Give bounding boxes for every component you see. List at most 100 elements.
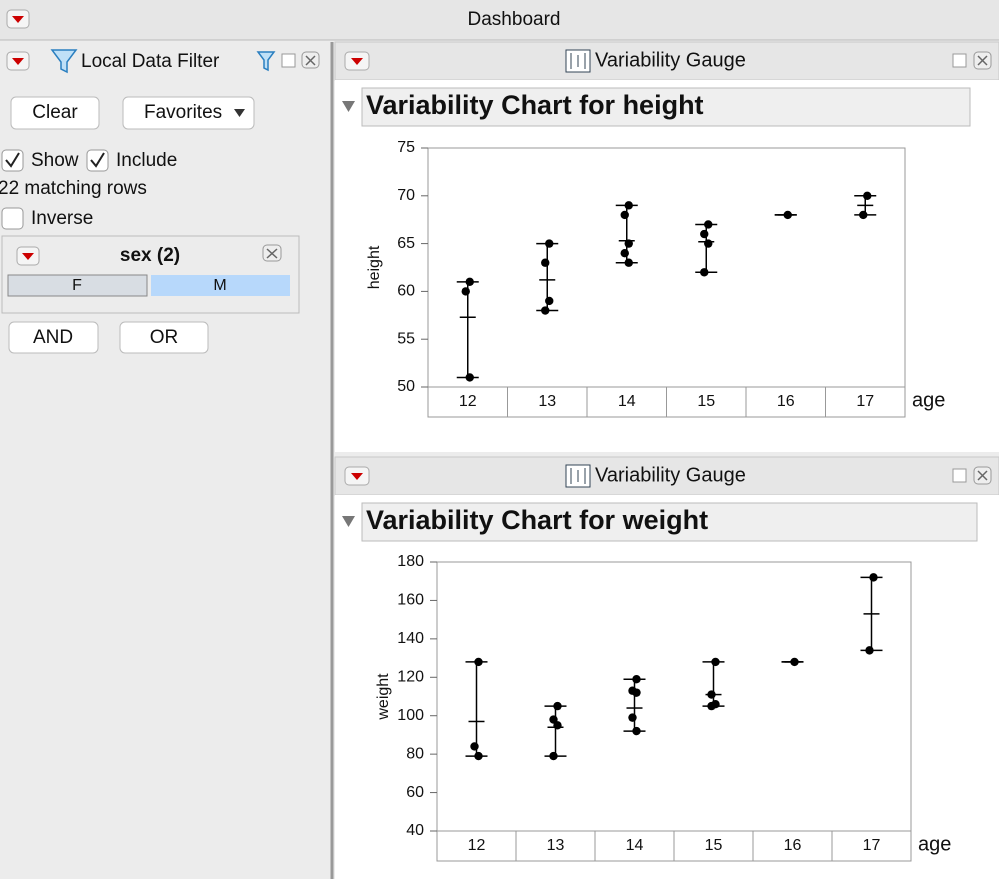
- chart-title: Variability Chart for weight: [366, 505, 708, 535]
- y-tick-label: 65: [397, 235, 415, 252]
- data-point: [707, 690, 716, 699]
- close-x: [977, 470, 988, 481]
- y-tick-label: 140: [397, 630, 424, 647]
- include-label: Include: [116, 150, 177, 171]
- window-title: Dashboard: [468, 9, 561, 30]
- x-tick-label: 14: [626, 837, 644, 854]
- data-point: [700, 229, 709, 239]
- data-point: [632, 726, 641, 736]
- data-point: [624, 239, 633, 248]
- y-tick-label: 180: [397, 553, 424, 570]
- data-point: [549, 751, 558, 761]
- data-point: [704, 220, 713, 229]
- level-button[interactable]: [7, 274, 148, 297]
- y-tick-label: 50: [397, 378, 415, 395]
- favorites-label: Favorites: [144, 102, 222, 123]
- dropdown-arrow: [234, 109, 245, 117]
- menu-icon[interactable]: [16, 246, 40, 266]
- close-button[interactable]: [301, 51, 320, 69]
- level-button[interactable]: [151, 275, 290, 296]
- x-tick-label: 12: [459, 393, 477, 410]
- x-tick-label: 13: [547, 837, 565, 854]
- filter-icon: [50, 49, 78, 74]
- menu-icon-arrow: [351, 58, 363, 65]
- y-tick-label: 75: [397, 139, 415, 156]
- data-point: [465, 373, 474, 382]
- maximize-button[interactable]: [281, 53, 296, 68]
- x-tick-label: 13: [538, 393, 556, 410]
- data-point: [624, 258, 633, 267]
- data-point: [553, 701, 562, 711]
- menu-icon[interactable]: [344, 51, 370, 71]
- menu-icon[interactable]: [6, 9, 30, 29]
- data-point: [474, 751, 483, 761]
- y-tick-label: 60: [406, 784, 424, 801]
- data-point: [624, 201, 633, 210]
- x-tick-label: 14: [618, 393, 636, 410]
- or-button[interactable]: [119, 321, 209, 354]
- x-tick-label: 15: [697, 393, 715, 410]
- data-point: [461, 287, 470, 296]
- y-tick-label: 120: [397, 669, 424, 686]
- close-button[interactable]: [973, 466, 992, 485]
- panel-header: [334, 456, 999, 496]
- data-point: [632, 675, 641, 684]
- y-tick-label: 60: [397, 283, 415, 300]
- y-tick-label: 70: [397, 187, 415, 204]
- clear-button[interactable]: [10, 96, 100, 130]
- disclosure-triangle[interactable]: [342, 516, 355, 527]
- x-tick-label: 16: [784, 837, 802, 854]
- data-point: [859, 210, 868, 220]
- disclosure-triangle[interactable]: [342, 101, 355, 112]
- panel-header: [334, 41, 999, 81]
- data-point: [711, 657, 720, 667]
- charts: Variability Gauge Variability Chart for h…: [334, 41, 999, 879]
- menu-icon-arrow: [351, 473, 363, 480]
- level-label: F: [72, 277, 82, 294]
- data-point: [620, 210, 629, 220]
- title-box: [361, 502, 978, 542]
- maximize-button[interactable]: [952, 468, 967, 483]
- column-name: sex (2): [120, 245, 180, 266]
- matching-rows: 22 matching rows: [0, 178, 147, 199]
- y-tick-label: 160: [397, 592, 424, 609]
- maximize-button[interactable]: [952, 53, 967, 68]
- x-tick-label: 17: [863, 837, 881, 854]
- menu-icon[interactable]: [344, 466, 370, 486]
- data-point: [704, 239, 713, 248]
- title-box: [361, 87, 971, 127]
- x-tick-label: 15: [705, 837, 723, 854]
- filter-icon[interactable]: [256, 51, 276, 72]
- y-tick-label: 40: [406, 822, 424, 839]
- inverse-checkbox[interactable]: [1, 207, 24, 230]
- and-button[interactable]: [8, 321, 99, 354]
- data-point: [865, 646, 874, 655]
- panel-title: Variability Gauge: [595, 49, 746, 71]
- data-point: [707, 701, 716, 711]
- favorites-button[interactable]: [122, 96, 255, 130]
- data-point: [620, 248, 629, 258]
- close-button[interactable]: [973, 51, 992, 70]
- panel-title: Variability Gauge: [595, 464, 746, 486]
- filter-title: Local Data Filter: [81, 51, 220, 72]
- close-button[interactable]: [262, 244, 282, 262]
- data-point: [545, 239, 554, 248]
- y-axis-label: height: [366, 245, 383, 289]
- data-point: [474, 657, 483, 667]
- gauge-icon-lines: [570, 468, 586, 484]
- inverse-label: Inverse: [31, 208, 93, 229]
- plot-frame: [427, 147, 906, 388]
- x-axis-label: age: [918, 833, 951, 855]
- data-point: [541, 306, 550, 315]
- y-tick-label: 80: [406, 745, 424, 762]
- data-point: [465, 277, 474, 287]
- show-checkbox[interactable]: [1, 149, 24, 172]
- data-point: [632, 688, 641, 697]
- x-tick-label: 12: [468, 837, 486, 854]
- include-checkbox[interactable]: [86, 149, 109, 172]
- y-tick-label: 100: [397, 707, 424, 724]
- menu-icon[interactable]: [6, 51, 30, 71]
- data-point: [470, 742, 479, 751]
- x-axis-label: age: [912, 389, 945, 411]
